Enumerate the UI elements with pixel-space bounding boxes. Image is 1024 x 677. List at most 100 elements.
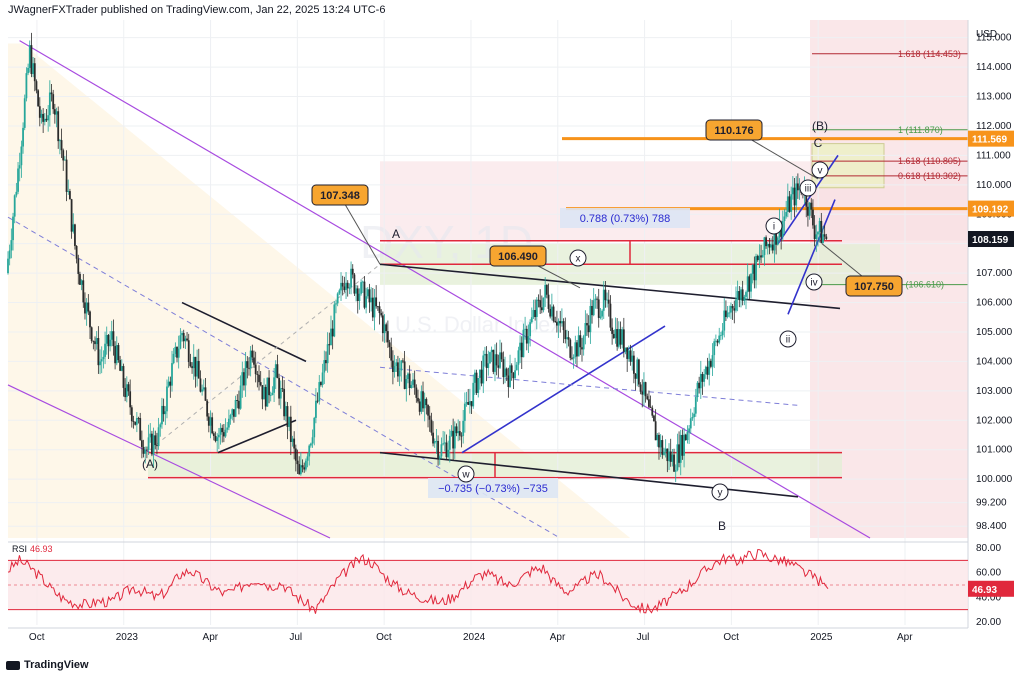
candle-body [82, 280, 85, 303]
candle-body [457, 431, 460, 434]
channel-upper-line [19, 40, 871, 539]
candle-body [147, 437, 150, 450]
candle-body [104, 343, 106, 357]
candle-body [10, 240, 13, 251]
candle-body [336, 293, 339, 304]
wave-circle [811, 161, 829, 179]
candle-body [576, 342, 578, 357]
candle-body [564, 330, 567, 340]
price-tick: 110.000 [976, 180, 1012, 191]
price-tick: 103.000 [976, 386, 1013, 397]
mid-dashed-line [379, 366, 801, 407]
candle-body [376, 306, 379, 308]
candle-body [174, 346, 177, 354]
candle-body [408, 373, 411, 388]
time-tick: 2024 [463, 632, 486, 643]
wave-circle [457, 465, 475, 483]
candle-body [40, 113, 43, 118]
candle-body [423, 398, 426, 409]
candle-body [139, 418, 142, 441]
candle-body [236, 400, 239, 402]
candle-body [453, 426, 456, 449]
candle-body [495, 354, 498, 366]
candle-body [249, 350, 252, 369]
candle-body [18, 165, 21, 169]
candle-body [708, 360, 711, 375]
candle-body [473, 372, 476, 383]
candle-body [12, 216, 14, 241]
candle-body [253, 357, 255, 365]
candle-body [7, 258, 9, 274]
candle-body [35, 81, 38, 91]
candle-body [69, 191, 71, 200]
callout-pointer [338, 193, 381, 265]
candle-body [793, 187, 796, 206]
candle-body [562, 321, 565, 331]
trend-line [181, 301, 307, 363]
candle-body [703, 374, 706, 382]
candle-body [733, 308, 736, 311]
candle-body [494, 354, 496, 372]
candle-body [80, 280, 83, 285]
candle-body [397, 362, 399, 377]
candle-body [535, 299, 538, 317]
candle-body [740, 289, 742, 301]
candle-body [345, 282, 347, 291]
candle-body [169, 381, 172, 386]
price-tick: 102.000 [976, 415, 1013, 426]
candle-body [775, 227, 778, 245]
candle-body [497, 365, 500, 368]
wave-label: C [814, 136, 823, 150]
candle-body [566, 337, 568, 340]
candle-body [241, 372, 244, 386]
candle-body [621, 329, 624, 345]
candle-body [216, 437, 219, 442]
candle-body [52, 94, 55, 110]
candle-body [130, 407, 133, 422]
candle-body [532, 310, 535, 318]
callout-box [489, 245, 547, 267]
tradingview-logo: TradingView [6, 659, 89, 671]
candle-body [557, 321, 560, 326]
callout-label: 107.348 [320, 190, 360, 202]
trend-line [379, 263, 841, 310]
candle-body [107, 334, 110, 347]
candle-body [753, 264, 756, 281]
candle-body [796, 183, 799, 191]
candle-body [489, 352, 491, 364]
candle-body [448, 435, 451, 450]
candle-body [179, 335, 182, 349]
candle-body [619, 329, 622, 345]
candle-body [807, 206, 809, 216]
wave-label: x [576, 254, 581, 265]
candle-body [283, 388, 286, 417]
candle-body [90, 327, 93, 341]
candle-body [561, 321, 563, 324]
candle-body [505, 368, 508, 376]
candle-body [266, 377, 269, 407]
fib-label: 1 (111.870) [898, 125, 943, 135]
candle-body [99, 361, 101, 366]
candle-body [709, 360, 712, 367]
candle-body [482, 355, 485, 384]
candle-body [750, 273, 752, 292]
candle-body [351, 268, 354, 275]
wave-label: (A) [142, 457, 158, 471]
candle-body [65, 159, 68, 192]
candle-body [639, 384, 642, 392]
candle-body [246, 361, 249, 368]
callout-label: 107.750 [854, 281, 894, 293]
candle-body [663, 451, 665, 455]
price-tag-bg [968, 200, 1014, 217]
callout-box [705, 119, 763, 141]
candle-body [381, 315, 384, 334]
candle-body [760, 255, 762, 258]
candle-body [770, 244, 773, 248]
candle-body [284, 406, 287, 417]
candle-body [661, 440, 664, 455]
candle-body [468, 401, 471, 405]
candle-body [723, 310, 726, 331]
candle-body [555, 322, 558, 326]
candle-body [515, 364, 518, 371]
